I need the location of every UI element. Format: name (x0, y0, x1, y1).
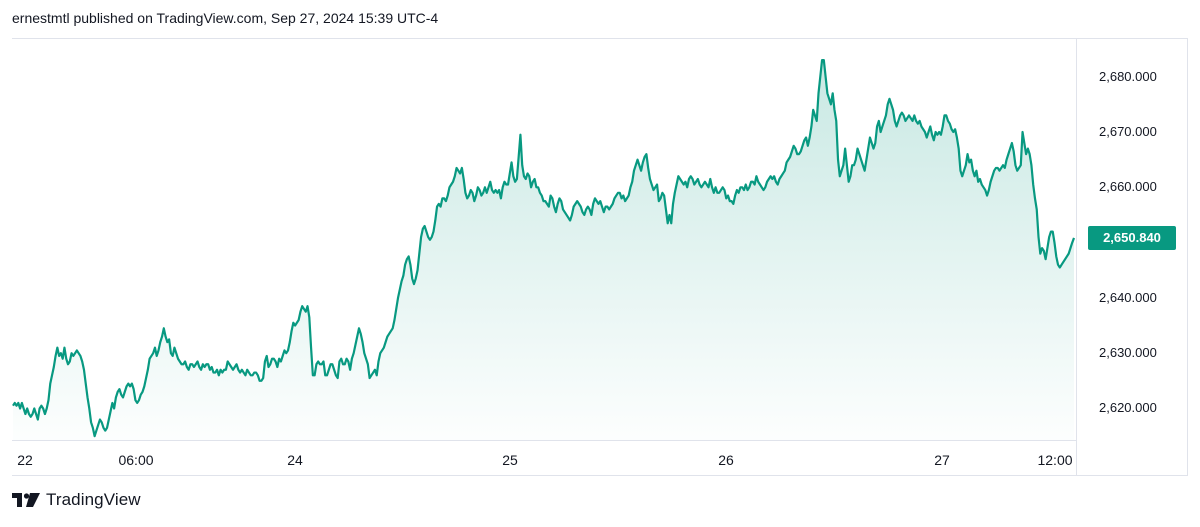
price-line (12, 59, 1076, 438)
chart-area[interactable] (12, 38, 1076, 476)
y-tick-label: 2,620.000 (1099, 400, 1157, 416)
x-tick-label: 25 (502, 452, 518, 468)
brand-name: TradingView (46, 490, 141, 509)
area-fill-layer (13, 60, 1074, 441)
tradingview-logo-icon (12, 493, 40, 507)
footer-brand[interactable]: TradingView (12, 490, 141, 510)
price-axis[interactable]: 2,680.0002,670.0002,660.0002,650.0002,64… (1076, 38, 1189, 476)
area-fill (13, 60, 1074, 441)
x-tick-label: 22 (17, 452, 33, 468)
x-tick-label: 27 (934, 452, 950, 468)
x-tick-label: 12:00 (1037, 452, 1073, 468)
price-chart (12, 59, 1076, 441)
y-tick-label: 2,680.000 (1099, 68, 1157, 84)
y-tick-label: 2,630.000 (1099, 345, 1157, 361)
price-line-layer (12, 59, 1076, 438)
y-tick-label: 2,660.000 (1099, 179, 1157, 195)
last-price-tag: 2,650.840 (1088, 225, 1176, 250)
y-tick-label: 2,640.000 (1099, 289, 1157, 305)
time-axis[interactable]: 22 06:00 24 25 26 27 12:00 (12, 440, 1076, 476)
y-tick-label: 2,670.000 (1099, 124, 1157, 139)
published-caption: ernestmtl published on TradingView.com, … (12, 10, 439, 26)
x-tick-label: 26 (718, 452, 734, 468)
x-tick-label: 24 (287, 452, 303, 468)
axis-divider (12, 440, 1076, 441)
x-tick-label: 06:00 (118, 452, 154, 468)
